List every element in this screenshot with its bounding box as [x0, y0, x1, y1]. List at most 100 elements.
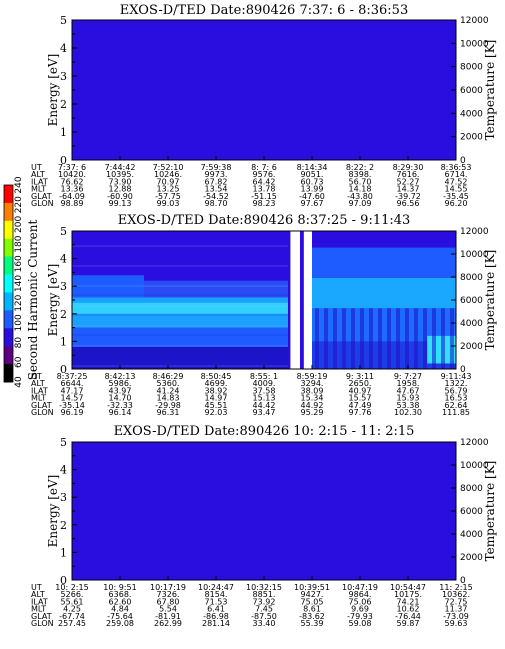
table-row-label: ILAT — [31, 597, 48, 606]
table-cell: 3294. — [301, 379, 324, 388]
spectrum-stripes — [312, 308, 456, 369]
colorbar-tick-label: 160 — [14, 255, 24, 272]
y2-tick-label: 10000 — [460, 250, 489, 260]
table-cell: 10.62 — [397, 605, 420, 614]
table-cell: 95.29 — [301, 408, 324, 417]
table-cell: 7:59:38 — [201, 163, 232, 172]
colorbar-tick-label: 240 — [14, 176, 24, 193]
table-cell: 12.88 — [109, 185, 132, 194]
table-cell: 62.60 — [109, 597, 132, 606]
y2-tick-label: 12000 — [460, 438, 489, 448]
table-cell: 10:24:47 — [198, 583, 234, 592]
table-cell: 257.45 — [58, 619, 86, 628]
table-cell: 4.25 — [63, 605, 81, 614]
table-cell: 53.38 — [397, 401, 420, 410]
table-cell: 56.79 — [445, 386, 468, 395]
table-cell: 59.87 — [397, 619, 420, 628]
colorbar-segment — [4, 346, 13, 365]
table-row-label: MLT — [31, 185, 46, 194]
panel-2: EXOS-D/TED Date:890426 8:37:25 - 9:11:43… — [3, 176, 497, 417]
table-cell: 1958. — [397, 379, 420, 388]
colorbar-segment — [4, 202, 13, 222]
table-cell: 7:52:10 — [153, 163, 184, 172]
table-cell: 8:29:30 — [393, 163, 424, 172]
y-tick-label: 5 — [60, 436, 67, 449]
colorbar-segment — [4, 292, 13, 311]
table-cell: 9427. — [301, 590, 324, 599]
table-cell: 10175. — [394, 590, 422, 599]
table-cell: 10395. — [106, 170, 134, 179]
table-cell: 6714. — [445, 170, 468, 179]
y2-tick-label: 6000 — [460, 296, 483, 306]
table-cell: 10: 9:51 — [103, 583, 136, 592]
table-cell: 259.08 — [106, 619, 134, 628]
table-cell: 5986. — [109, 379, 132, 388]
table-cell: -51.15 — [251, 192, 277, 201]
table-row-label: GLAT — [31, 192, 52, 201]
y2-tick-label: 4000 — [460, 530, 483, 540]
y2-tick-label: 10000 — [460, 461, 489, 471]
y-tick-label: 0 — [60, 574, 67, 587]
colorbar-tick-label: 200 — [14, 216, 24, 233]
table-cell: 8:42:13 — [105, 372, 136, 381]
table-cell: 5266. — [61, 590, 84, 599]
table-cell: 99.13 — [109, 199, 132, 208]
table-cell: 8: 7: 6 — [251, 163, 277, 172]
colorbar-segment — [4, 185, 13, 204]
table-cell: 15.13 — [253, 394, 276, 403]
table-cell: 8:22: 2 — [346, 163, 374, 172]
table-cell: 97.67 — [301, 199, 324, 208]
y2-tick-label: 10000 — [460, 39, 489, 49]
table-cell: 8:55: 1 — [250, 372, 278, 381]
table-row-label: ALT — [31, 590, 45, 599]
y-axis-label: Energy [eV] — [46, 264, 60, 337]
table-cell: 8:14:34 — [297, 163, 328, 172]
table-cell: 47.67 — [397, 386, 420, 395]
y-tick-label: 5 — [60, 225, 67, 238]
table-cell: 9: 7:27 — [394, 372, 422, 381]
table-row-label: ALT — [31, 379, 45, 388]
table-cell: 9: 3:11 — [346, 372, 374, 381]
table-cell: 14.97 — [205, 394, 228, 403]
y2-tick-label: 2000 — [460, 133, 483, 143]
table-cell: 6368. — [109, 590, 132, 599]
colorbar-tick-label: 80 — [14, 337, 24, 349]
table-cell: 67.80 — [157, 597, 180, 606]
table-cell: 44.92 — [301, 401, 324, 410]
table-cell: 59.08 — [349, 619, 372, 628]
table-cell: -39.72 — [395, 192, 421, 201]
table-cell: 4.84 — [111, 605, 129, 614]
table-cell: 10:17:19 — [150, 583, 186, 592]
table-cell: -76.44 — [395, 612, 421, 621]
table-cell: 41.24 — [157, 386, 180, 395]
y-tick-label: 4 — [60, 42, 67, 55]
table-row-label: ILAT — [31, 386, 48, 395]
y-tick-label: 2 — [60, 98, 67, 111]
table-cell: 97.76 — [349, 408, 372, 417]
table-cell: 73.90 — [109, 177, 132, 186]
spectrum-texture — [72, 231, 288, 369]
panel-1: EXOS-D/TED Date:890426 7:37: 6 - 8:36:53… — [31, 3, 497, 208]
y2-tick-label: 2000 — [460, 342, 483, 352]
y-tick-label: 1 — [60, 126, 67, 139]
table-cell: 1322. — [445, 379, 468, 388]
table-row-label: MLT — [31, 605, 46, 614]
table-cell: 13.99 — [301, 185, 324, 194]
y2-tick-label: 6000 — [460, 86, 483, 96]
table-cell: 10:54:47 — [390, 583, 426, 592]
data-gap — [456, 20, 483, 160]
table-cell: 10:47:19 — [342, 583, 378, 592]
y-tick-label: 4 — [60, 464, 67, 477]
table-cell: 47.17 — [61, 386, 84, 395]
colorbar-segment — [4, 274, 13, 293]
table-cell: 10:39:51 — [294, 583, 330, 592]
table-cell: 14.55 — [445, 185, 468, 194]
panel-title: EXOS-D/TED Date:890426 8:37:25 - 9:11:43 — [118, 213, 411, 228]
y2-tick-label: 4000 — [460, 109, 483, 119]
table-cell: 96.20 — [445, 199, 468, 208]
table-cell: 6644. — [61, 379, 84, 388]
table-cell: 7326. — [157, 590, 180, 599]
table-cell: 8.61 — [303, 605, 321, 614]
table-cell: 10362. — [442, 590, 470, 599]
table-cell: -75.64 — [107, 612, 133, 621]
